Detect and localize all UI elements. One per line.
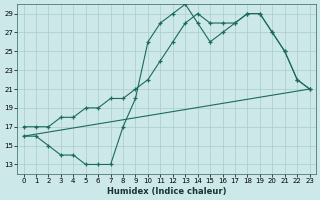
X-axis label: Humidex (Indice chaleur): Humidex (Indice chaleur)	[107, 187, 226, 196]
